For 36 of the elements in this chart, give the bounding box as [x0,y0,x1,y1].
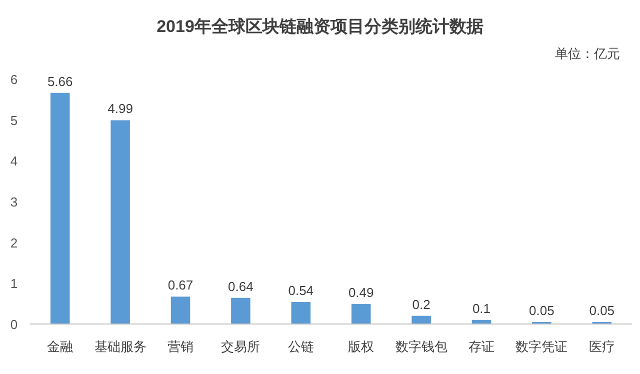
data-label: 5.66 [47,74,73,89]
y-tick-label: 3 [10,194,18,210]
bar [291,302,311,324]
bar [231,298,250,324]
y-tick-label: 1 [10,276,18,292]
data-label: 0.49 [348,284,374,300]
bar [110,120,130,324]
data-label: 0.54 [288,282,314,298]
x-tick-label: 交易所 [221,339,260,354]
text: 单位：亿元 [555,46,620,61]
data-label: 0.64 [228,278,254,294]
y-tick-label: 0 [10,317,18,332]
y-tick-label: 6 [10,72,18,87]
y-tick-label: 2 [10,235,18,250]
y-tick-label: 5 [10,112,18,128]
data-label: 0.05 [529,302,554,318]
data-label: 0.05 [589,302,615,318]
x-tick-label: 金融 [47,339,74,354]
x-tick-label: 公链 [288,339,314,354]
x-tick-label: 营销 [168,339,194,354]
bar [170,296,190,324]
x-tick-label: 版权 [348,339,374,354]
bar [412,316,431,324]
x-tick-label: 数字凭证 [516,339,568,354]
x-tick-label: 存证 [468,339,494,354]
x-tick-label: 基础服务 [94,339,146,354]
data-label: 0.1 [472,300,491,316]
data-label: 4.99 [108,101,133,116]
bar [50,92,70,324]
data-label: 0.2 [412,296,430,312]
bar [351,304,371,324]
y-tick-label: 4 [10,154,18,169]
x-tick-label: 数字钱包 [395,339,448,354]
data-label: 0.67 [168,278,194,293]
chart-title: 2019年全球区块链融资项目分类别统计数据 [156,17,484,36]
x-tick-label: 医疗 [588,339,615,354]
